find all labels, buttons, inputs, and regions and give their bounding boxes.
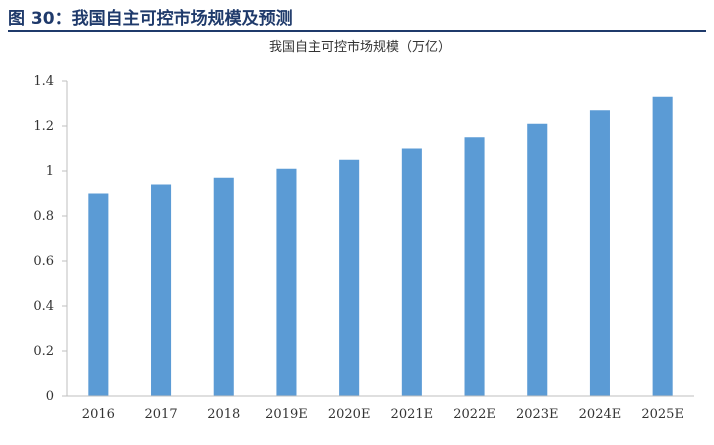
bar-2017 [151, 184, 172, 396]
chart-title: 我国自主可控市场规模（万亿） [269, 39, 451, 55]
y-tick-label: 0.4 [33, 299, 54, 314]
y-tick-label: 0.8 [33, 209, 54, 224]
y-tick-label: 1 [46, 164, 54, 179]
bar-2016 [88, 193, 109, 396]
bar-2018 [213, 177, 234, 396]
bar-2021E [401, 148, 422, 396]
x-tick-label: 2019E [265, 407, 308, 422]
x-tick-label: 2023E [516, 407, 559, 422]
x-tick-label: 2020E [328, 407, 371, 422]
title-divider [8, 30, 706, 32]
figure-title: 图 30：我国自主可控市场规模及预测 [8, 9, 293, 29]
bar-2019E [276, 168, 297, 396]
x-tick-label: 2018 [207, 407, 240, 422]
y-tick-label: 1.2 [33, 119, 54, 134]
x-tick-label: 2024E [579, 407, 622, 422]
x-tick-label: 2021E [391, 407, 434, 422]
x-tick-label: 2017 [145, 407, 178, 422]
y-axis: 0 0.2 0.4 0.6 0.8 1 1.2 1.4 [33, 74, 68, 404]
y-tick-label: 0.6 [33, 254, 54, 269]
y-tick-label: 1.4 [33, 74, 54, 89]
x-tick-label: 2022E [453, 407, 496, 422]
x-axis: 2016 2017 2018 2019E 2020E 2021E 2022E 2023E 202… [67, 395, 694, 422]
y-tick-label: 0 [46, 389, 54, 404]
x-tick-label: 2016 [82, 407, 115, 422]
bar-2025E [652, 96, 673, 396]
x-tick-label: 2025E [641, 407, 684, 422]
bar-2024E [589, 110, 610, 396]
bar-2023E [527, 123, 548, 396]
y-tick-label: 0.2 [33, 344, 54, 359]
bar-2020E [339, 159, 360, 396]
bars [88, 96, 673, 396]
bar-2022E [464, 137, 485, 396]
